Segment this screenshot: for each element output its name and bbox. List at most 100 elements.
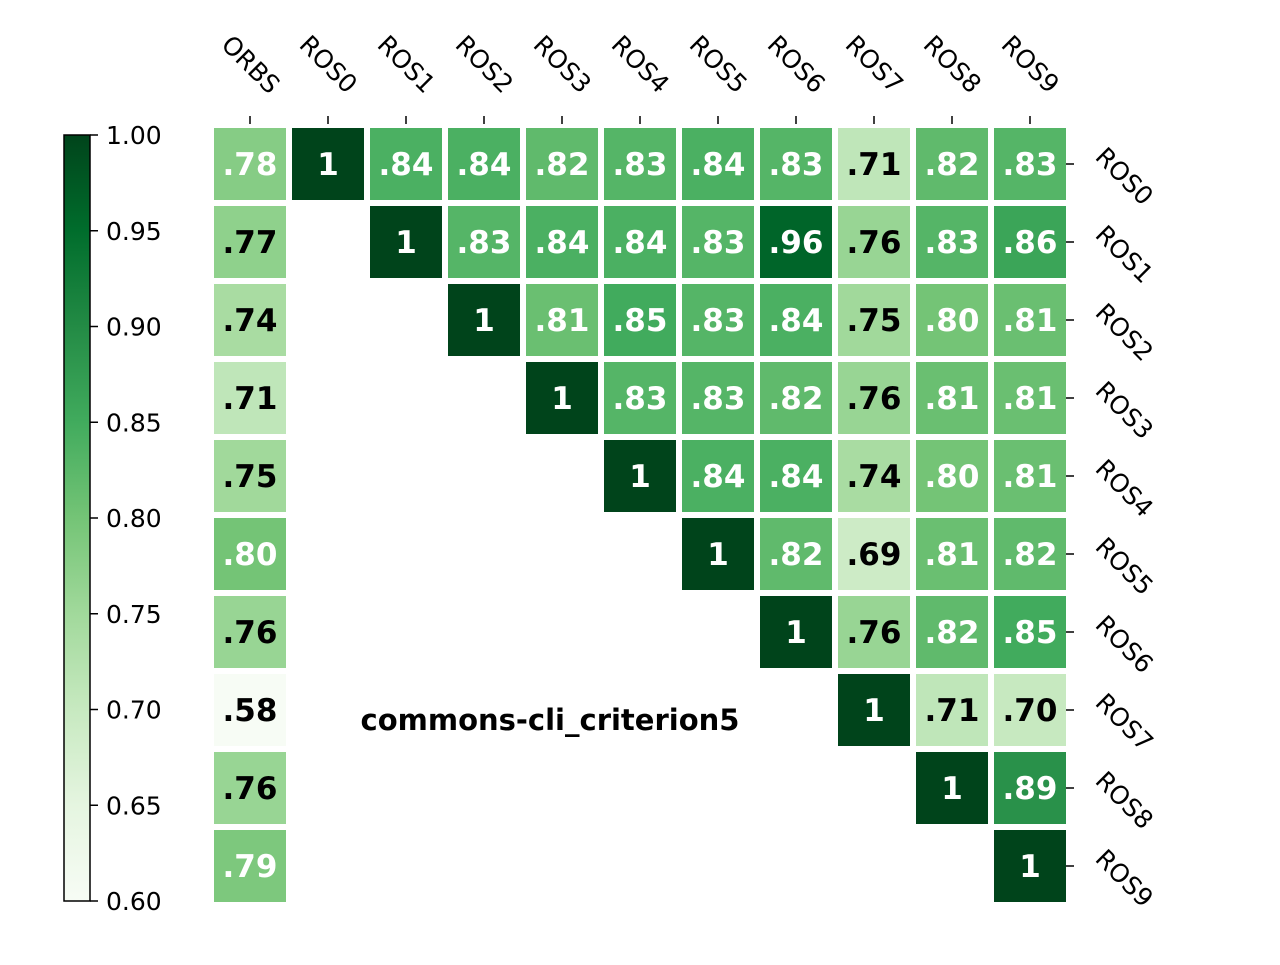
heatmap-cell xyxy=(838,596,910,668)
cell-value-label: .81 xyxy=(1003,459,1058,495)
cell-value-label: .79 xyxy=(223,849,278,885)
cell-value-label: .81 xyxy=(925,381,980,417)
heatmap-cell xyxy=(682,206,754,278)
y-tick-label: ROS4 xyxy=(1090,454,1159,523)
cell-value-label: .71 xyxy=(847,147,902,183)
x-tick-label: ROS0 xyxy=(294,30,363,99)
heatmap-cell xyxy=(760,440,832,512)
heatmap-cell xyxy=(682,518,754,590)
heatmap-cell xyxy=(760,284,832,356)
heatmap-cell xyxy=(838,206,910,278)
heatmap-cell xyxy=(994,830,1066,902)
cell-value-label: .76 xyxy=(847,381,902,417)
cell-value-label: 1 xyxy=(629,459,651,495)
colorbar-tick-label: 0.95 xyxy=(106,217,162,246)
y-tick-label: ROS9 xyxy=(1090,844,1159,913)
heatmap-cell xyxy=(682,284,754,356)
cell-value-label: .78 xyxy=(223,147,278,183)
heatmap-cell xyxy=(760,128,832,200)
cell-value-label: .82 xyxy=(535,147,590,183)
colorbar-tick-label: 0.65 xyxy=(106,791,162,820)
cell-value-label: 1 xyxy=(317,147,339,183)
y-tick-label: ROS0 xyxy=(1090,142,1159,211)
colorbar-tick-label: 0.60 xyxy=(106,887,162,916)
heatmap-cell xyxy=(916,362,988,434)
cell-value-label: .85 xyxy=(1003,615,1058,651)
x-tick-label: ROS5 xyxy=(684,30,753,99)
cell-value-label: .76 xyxy=(847,615,902,651)
cell-value-label: .83 xyxy=(613,381,668,417)
y-tick-label: ROS3 xyxy=(1090,376,1159,445)
heatmap-cell xyxy=(214,440,286,512)
cell-value-label: .81 xyxy=(1003,381,1058,417)
cell-value-label: .82 xyxy=(925,615,980,651)
cell-value-label: .84 xyxy=(613,225,668,261)
cell-value-label: .82 xyxy=(769,381,824,417)
chart-title: commons-cli_criterion5 xyxy=(361,703,740,737)
heatmap-cell xyxy=(760,362,832,434)
heatmap-cell xyxy=(214,206,286,278)
cell-value-label: 1 xyxy=(551,381,573,417)
y-axis-ticks: ROS0 ROS1 ROS2 ROS3 ROS4 ROS5 ROS6 ROS7 ROS8 ROS9 xyxy=(1066,142,1159,913)
y-tick-label: ROS8 xyxy=(1090,766,1159,835)
cell-value-label: .83 xyxy=(1003,147,1058,183)
heatmap-cell xyxy=(916,752,988,824)
cell-value-label: .84 xyxy=(379,147,434,183)
heatmap-cell-labels: .78 1 .84 .84 .82 .83 .84 .83 .71 .82 .83 .77 1 .83 .8… xyxy=(223,147,1058,885)
cell-value-label: .58 xyxy=(223,693,278,729)
heatmap-cell xyxy=(994,128,1066,200)
heatmap-cell xyxy=(994,284,1066,356)
x-tick-label: ROS9 xyxy=(996,30,1065,99)
heatmap-cell xyxy=(526,284,598,356)
cell-value-label: .80 xyxy=(223,537,278,573)
heatmap-cell xyxy=(682,362,754,434)
x-tick-label: ROS8 xyxy=(918,30,987,99)
cell-value-label: 1 xyxy=(707,537,729,573)
heatmap-cell xyxy=(838,440,910,512)
heatmap-cell xyxy=(994,752,1066,824)
heatmap-cell xyxy=(604,440,676,512)
cell-value-label: .84 xyxy=(769,459,824,495)
heatmap-cell xyxy=(214,830,286,902)
heatmap-cell xyxy=(994,362,1066,434)
colorbar-tick-label: 1.00 xyxy=(106,121,162,150)
cell-value-label: .81 xyxy=(925,537,980,573)
x-tick-label: ROS3 xyxy=(528,30,597,99)
cell-value-label: .84 xyxy=(535,225,590,261)
x-tick-label: ROS1 xyxy=(372,30,441,99)
heatmap-cell xyxy=(994,206,1066,278)
heatmap-cell xyxy=(838,128,910,200)
heatmap-cell xyxy=(838,362,910,434)
cell-value-label: 1 xyxy=(941,771,963,807)
heatmap-cell xyxy=(214,128,286,200)
cell-value-label: .75 xyxy=(847,303,902,339)
cell-value-label: .76 xyxy=(847,225,902,261)
cell-value-label: .85 xyxy=(613,303,668,339)
x-tick-label: ROS2 xyxy=(450,30,519,99)
heatmap-cell xyxy=(214,596,286,668)
heatmap-cell xyxy=(526,128,598,200)
cell-value-label: 1 xyxy=(1019,849,1041,885)
heatmap-cell xyxy=(916,206,988,278)
x-tick-label: ORBS xyxy=(216,30,286,100)
y-tick-label: ROS5 xyxy=(1090,532,1159,601)
heatmap-cell xyxy=(916,596,988,668)
heatmap-cell xyxy=(604,362,676,434)
cell-value-label: .74 xyxy=(223,303,278,339)
cell-value-label: .82 xyxy=(769,537,824,573)
cell-value-label: .82 xyxy=(925,147,980,183)
heatmap-cell xyxy=(214,362,286,434)
cell-value-label: .71 xyxy=(223,381,278,417)
cell-value-label: .80 xyxy=(925,459,980,495)
heatmap-cell xyxy=(448,128,520,200)
cell-value-label: .83 xyxy=(769,147,824,183)
cell-value-label: .81 xyxy=(1003,303,1058,339)
cell-value-label: .71 xyxy=(925,693,980,729)
heatmap-cell xyxy=(916,284,988,356)
cell-value-label: 1 xyxy=(785,615,807,651)
cell-value-label: .83 xyxy=(691,225,746,261)
cell-value-label: .84 xyxy=(691,147,746,183)
cell-value-label: .84 xyxy=(457,147,512,183)
